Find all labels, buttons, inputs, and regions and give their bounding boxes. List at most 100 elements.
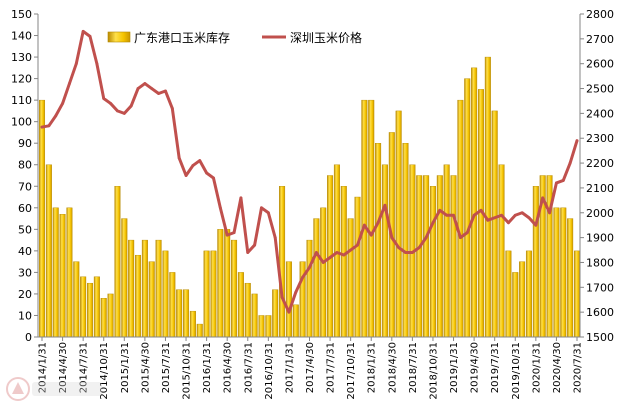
x-tick-label: 2016/4/30	[223, 342, 234, 393]
x-tick-label: 2017/10/31	[346, 342, 357, 400]
x-tick-label: 2019/1/31	[449, 342, 460, 393]
price-point	[273, 236, 277, 240]
price-point	[253, 243, 257, 247]
x-tick-label: 2017/1/31	[284, 342, 295, 393]
x-tick-label: 2020/4/30	[552, 342, 563, 393]
inventory-bar	[237, 272, 244, 338]
inventory-bar	[155, 239, 162, 338]
x-tick-label: 2015/10/31	[182, 342, 193, 400]
inventory-bar	[258, 315, 265, 338]
price-point	[548, 211, 551, 215]
x-tick-label: 2018/10/31	[429, 342, 440, 400]
price-point	[534, 223, 538, 227]
inventory-bar	[196, 323, 203, 338]
price-point	[95, 62, 99, 66]
price-point	[129, 104, 133, 108]
x-tick-label: 2016/7/31	[243, 342, 254, 393]
inventory-bar	[73, 261, 80, 338]
inventory-bar	[59, 214, 66, 338]
x-tick-label: 2019/10/31	[511, 342, 522, 400]
inventory-bar	[231, 239, 238, 338]
price-point	[568, 161, 572, 165]
price-point	[225, 233, 229, 237]
inventory-bar	[183, 289, 190, 338]
inventory-bar	[491, 110, 498, 338]
price-point	[445, 213, 449, 217]
price-point	[218, 206, 222, 210]
inventory-bar	[114, 186, 121, 338]
price-point	[88, 34, 92, 38]
inventory-bar	[272, 289, 279, 338]
price-point	[143, 82, 147, 85]
inventory-bar	[135, 254, 142, 338]
inventory-bar	[162, 250, 169, 338]
inventory-bar	[402, 142, 409, 338]
inventory-bar	[567, 218, 574, 338]
right-tick-label: 2600	[586, 58, 614, 71]
inventory-bar	[361, 99, 368, 338]
legend-label-inventory: 广东港口玉米库存	[134, 30, 230, 45]
inventory-bar	[128, 239, 135, 338]
price-point	[314, 251, 318, 254]
inventory-bar	[285, 261, 292, 338]
inventory-bar	[107, 293, 114, 338]
inventory-bar	[100, 298, 107, 338]
left-tick-label: 50	[18, 223, 32, 236]
left-tick-label: 140	[11, 30, 32, 43]
inventory-bar	[52, 207, 59, 338]
price-point	[424, 236, 428, 240]
price-point	[555, 181, 558, 185]
inventory-bar	[313, 218, 320, 338]
right-tick-label: 2800	[586, 8, 614, 21]
inventory-bar	[93, 276, 100, 338]
inventory-bars	[38, 56, 581, 338]
inventory-bar	[560, 207, 567, 338]
inventory-bar	[347, 218, 354, 338]
x-tick-label: 2019/4/30	[470, 342, 481, 393]
inventory-bar	[381, 164, 388, 338]
price-point	[61, 102, 64, 105]
price-point	[122, 111, 126, 115]
price-point	[493, 216, 497, 220]
price-point	[513, 213, 517, 217]
inventory-bar	[66, 207, 73, 338]
inventory-bar	[573, 250, 581, 338]
inventory-bar	[292, 304, 299, 338]
x-axis-ticks: 2014/1/31 2014/4/30 2014/7/31 2014/10/31 201…	[38, 337, 584, 400]
left-tick-label: 40	[18, 245, 32, 258]
inventory-bar	[224, 229, 231, 338]
price-point	[164, 89, 167, 93]
price-point	[328, 256, 332, 259]
inventory-bar	[519, 261, 526, 338]
left-tick-label: 10	[18, 310, 32, 323]
inventory-bar	[505, 250, 512, 338]
price-point	[486, 218, 490, 222]
left-tick-label: 60	[18, 202, 32, 215]
left-axis-ticks: 0 10 20 30 40 50 60 70 80 90 100 110 120 130 140 150	[11, 8, 38, 344]
inventory-bar	[333, 164, 340, 338]
price-point	[459, 236, 462, 240]
legend: 广东港口玉米库存 深圳玉米价格	[107, 30, 362, 45]
price-point	[527, 216, 531, 220]
inventory-bar	[203, 250, 210, 338]
price-point	[102, 97, 106, 100]
inventory-bar	[436, 175, 443, 338]
price-point	[54, 114, 58, 118]
price-point	[342, 253, 346, 257]
price-point	[47, 124, 51, 128]
price-point	[184, 174, 188, 177]
price-point	[287, 310, 291, 314]
price-point	[335, 251, 339, 254]
left-tick-label: 90	[18, 137, 32, 150]
right-tick-label: 1600	[586, 306, 614, 319]
inventory-bar	[471, 67, 478, 338]
inventory-bar	[340, 186, 347, 338]
x-tick-label: 2020/7/31	[573, 342, 584, 393]
price-point	[410, 251, 414, 254]
price-series	[40, 29, 579, 314]
price-point	[301, 275, 305, 279]
price-point	[266, 211, 270, 215]
left-tick-label: 130	[11, 51, 32, 64]
right-axis-ticks: 1500 1600 1700 1800 1900 2000 2100 2200 2300 2400…	[580, 8, 614, 344]
